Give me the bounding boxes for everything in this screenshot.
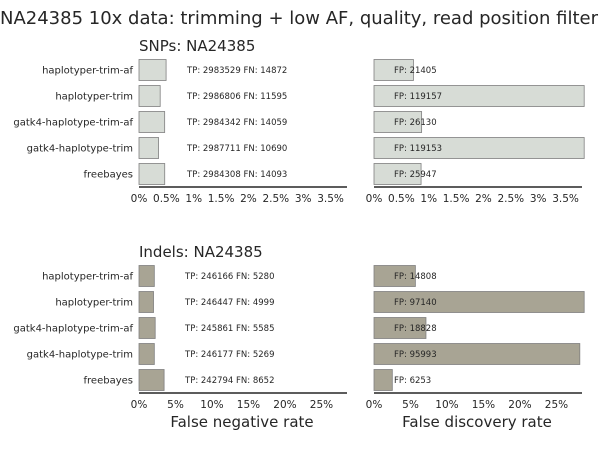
bar-annotation: FP: 26130 — [394, 118, 437, 128]
bar-annotation: TP: 246177 FN: 5269 — [184, 350, 274, 360]
bar-freebayes — [138, 369, 165, 391]
category-label: haplotyper-trim-af — [42, 272, 133, 283]
panel-title: Indels: NA24385 — [139, 243, 263, 261]
x-tick-label: 1% — [185, 193, 202, 205]
bar-freebayes — [138, 163, 166, 185]
x-tick-label: 0% — [131, 193, 148, 205]
panel-indel_fdr: FP: 14808 FP: 97140 FP: 18828 FP: 95993 FP: … — [366, 265, 585, 431]
bar-annotation: FP: 14808 — [394, 272, 437, 282]
category-label: haplotyper-trim-af — [42, 66, 133, 77]
x-tick-label: 5% — [167, 399, 184, 411]
x-tick-label: 0% — [131, 399, 148, 411]
x-tick-label: 1% — [420, 193, 437, 205]
panel-indel_fnr: Indels: NA24385 haplotyper-trim-af TP: 246… — [13, 243, 347, 431]
bar-haplotyper-trim-af — [373, 265, 416, 287]
x-tick-label: 25% — [545, 399, 568, 411]
category-label: gatk4-haplotype-trim — [27, 350, 133, 361]
x-tick-label: 5% — [402, 399, 419, 411]
bar-gatk4-haplotype-trim — [138, 343, 155, 365]
bar-annotation: FP: 119153 — [394, 144, 442, 154]
category-label: gatk4-haplotype-trim — [27, 144, 133, 155]
bar-annotation: TP: 246166 FN: 5280 — [184, 272, 274, 282]
x-tick-label: 10% — [200, 399, 223, 411]
bar-haplotyper-trim — [373, 85, 585, 107]
panel-snp_fdr: FP: 21405 FP: 119157 FP: 26130 FP: 119153 FP… — [366, 59, 585, 205]
x-tick-label: 0% — [366, 193, 383, 205]
chart-panels: SNPs: NA24385 haplotyper-trim-af TP: 29835… — [13, 37, 585, 431]
bar-annotation: TP: 2986806 FN: 11595 — [186, 92, 287, 102]
bar-annotation: TP: 246447 FN: 4999 — [184, 298, 274, 308]
x-tick-label: 25% — [310, 399, 333, 411]
bar-annotation: TP: 242794 FN: 8652 — [184, 376, 274, 386]
bar-gatk4-haplotype-trim-af — [138, 317, 156, 339]
bar-annotation: FP: 25947 — [394, 170, 437, 180]
bar-gatk4-haplotype-trim — [373, 343, 581, 365]
bar-annotation: FP: 21405 — [394, 66, 437, 76]
x-tick-label: 10% — [435, 399, 458, 411]
bar-annotation: TP: 245861 FN: 5585 — [184, 324, 274, 334]
x-tick-label: 3.5% — [552, 193, 579, 205]
bar-annotation: TP: 2987711 FN: 10690 — [186, 144, 287, 154]
bar-annotation: FP: 97140 — [394, 298, 437, 308]
bar-haplotyper-trim-af — [138, 59, 167, 81]
bar-annotation: TP: 2984308 FN: 14093 — [186, 170, 287, 180]
bar-haplotyper-trim — [138, 85, 161, 107]
bar-haplotyper-trim — [373, 291, 585, 313]
x-tick-label: 20% — [273, 399, 296, 411]
bar-annotation: TP: 2983529 FN: 14872 — [186, 66, 287, 76]
bar-gatk4-haplotype-trim-af — [138, 111, 166, 133]
x-tick-label: 0% — [366, 399, 383, 411]
x-tick-label: 20% — [508, 399, 531, 411]
bar-annotation: TP: 2984342 FN: 14059 — [186, 118, 287, 128]
x-tick-label: 15% — [237, 399, 260, 411]
bar-gatk4-haplotype-trim-af — [373, 317, 427, 339]
x-tick-label: 1.5% — [443, 193, 470, 205]
x-tick-label: 3% — [530, 193, 547, 205]
x-tick-label: 3% — [295, 193, 312, 205]
category-label: haplotyper-trim — [55, 92, 133, 103]
bar-annotation: FP: 119157 — [394, 92, 442, 102]
x-tick-label: 2% — [240, 193, 257, 205]
bar-freebayes — [373, 369, 393, 391]
bar-haplotyper-trim-af — [138, 265, 155, 287]
panel-snp_fnr: SNPs: NA24385 haplotyper-trim-af TP: 29835… — [13, 37, 347, 205]
x-tick-label: 2.5% — [262, 193, 289, 205]
bar-haplotyper-trim-af — [373, 59, 414, 81]
bar-annotation: FP: 95993 — [394, 350, 437, 360]
bar-gatk4-haplotype-trim — [138, 137, 159, 159]
x-tick-label: 2.5% — [497, 193, 524, 205]
x-tick-label: 2% — [475, 193, 492, 205]
x-tick-label: 15% — [472, 399, 495, 411]
category-label: gatk4-haplotype-trim-af — [13, 118, 133, 129]
x-axis-label: False negative rate — [170, 413, 313, 431]
x-axis-label: False discovery rate — [402, 413, 552, 431]
bar-haplotyper-trim — [138, 291, 154, 313]
bar-annotation: FP: 6253 — [394, 376, 431, 386]
category-label: haplotyper-trim — [55, 298, 133, 309]
bar-gatk4-haplotype-trim-af — [373, 111, 423, 133]
bar-annotation: FP: 18828 — [394, 324, 437, 334]
x-tick-label: 0.5% — [153, 193, 180, 205]
category-label: freebayes — [84, 170, 133, 181]
category-label: gatk4-haplotype-trim-af — [13, 324, 133, 335]
bar-gatk4-haplotype-trim — [373, 137, 585, 159]
bar-freebayes — [373, 163, 422, 185]
x-tick-label: 1.5% — [208, 193, 235, 205]
panel-title: SNPs: NA24385 — [139, 37, 255, 55]
x-tick-label: 3.5% — [317, 193, 344, 205]
x-tick-label: 0.5% — [388, 193, 415, 205]
figure-title: NA24385 10x data: trimming + low AF, qua… — [0, 8, 599, 29]
category-label: freebayes — [84, 376, 133, 387]
